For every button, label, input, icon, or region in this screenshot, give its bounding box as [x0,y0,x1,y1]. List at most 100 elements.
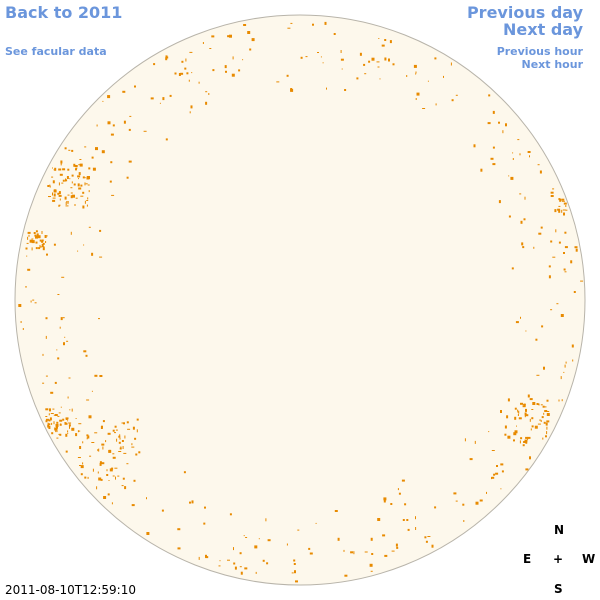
facula [211,35,215,38]
facula [64,196,67,200]
facula [480,168,483,172]
facula [66,176,69,179]
facula [115,476,116,480]
previous-hour-link[interactable]: Previous hour [496,45,583,58]
previous-day-link[interactable]: Previous day [466,3,583,22]
facula [73,163,76,167]
facula [78,164,81,166]
facula [556,303,559,305]
facula [102,420,105,423]
facula [66,201,69,203]
facula [78,187,82,190]
facula [48,413,50,416]
facula [407,528,410,531]
facula [75,433,78,437]
facula [128,128,131,131]
compass-center: + [553,552,564,566]
facula [52,192,53,196]
facula [26,242,29,244]
facula [297,529,300,531]
facula [189,51,193,53]
facula [492,110,495,114]
facula [377,66,380,68]
facula [42,242,45,245]
facula [524,439,528,442]
next-hour-link[interactable]: Next hour [521,58,584,71]
facula [527,436,531,439]
facula [131,443,133,446]
facula [493,473,496,476]
facula [75,168,77,171]
facula [191,72,193,74]
facula [96,486,98,490]
facula [78,423,82,425]
facula [370,570,373,572]
facula [558,399,560,402]
facula [18,304,22,307]
facula [68,422,72,424]
facula [558,205,561,207]
facula [511,267,514,270]
facula [369,563,373,567]
facula [107,121,111,125]
facula [79,163,83,167]
facula [491,477,492,480]
facula [396,546,399,549]
facula [563,212,565,216]
facula [239,566,242,568]
facula [87,476,89,479]
facula [390,503,393,505]
facula [79,465,81,466]
facula [64,422,67,424]
facula [243,24,247,26]
facula [75,197,78,199]
facula [87,197,89,200]
facula [537,423,541,425]
facula [75,167,78,169]
facula [520,437,523,440]
next-day-link[interactable]: Next day [503,20,583,39]
facula [20,321,22,323]
facula [204,506,206,509]
facula [55,430,57,433]
facula [82,462,84,465]
facula [564,231,567,234]
facula [52,408,55,410]
facula [533,246,535,249]
back-link[interactable]: Back to 2011 [5,3,123,22]
facula [370,537,373,541]
facula [546,420,550,423]
facula [392,63,395,66]
facula [126,421,129,424]
facula [205,101,208,105]
facula [519,153,521,156]
facula [88,190,90,193]
facula [443,75,444,78]
facula [25,247,28,250]
facula [77,175,81,178]
facula [106,474,109,476]
facula [540,404,543,406]
facula [391,550,395,552]
facula [415,98,417,100]
facula [451,99,454,102]
facula [431,544,434,548]
facula [45,317,48,320]
facula [488,431,490,433]
facula [521,242,524,246]
facula [83,350,87,353]
facula [563,371,565,373]
facula [542,405,545,408]
facula [541,416,544,419]
facula [56,349,58,351]
facula [507,398,510,402]
facula [525,440,528,444]
facula [38,247,41,250]
facula [315,522,317,524]
facula [134,437,137,440]
facula [545,422,548,426]
facula [112,475,115,477]
facula [98,318,100,320]
facular-data-link[interactable]: See facular data [5,45,107,58]
facula [413,64,417,68]
